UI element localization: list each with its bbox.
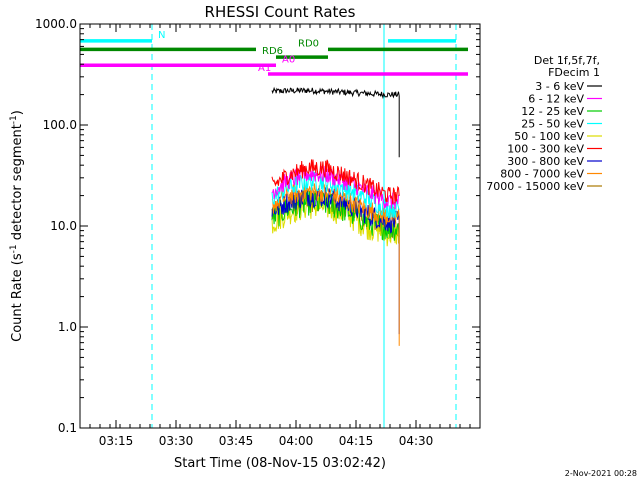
legend-label-8: 7000 - 15000 keV: [486, 180, 584, 193]
legend-label-6: 300 - 800 keV: [507, 155, 584, 168]
x-axis: 03:15 03:30 03:45 04:00 04:15 04:30: [79, 24, 481, 448]
chart-title: RHESSI Count Rates: [205, 3, 356, 21]
series-line-8: [271, 159, 400, 205]
series-line-4: [271, 187, 400, 335]
legend-label-7: 800 - 7000 keV: [500, 168, 584, 181]
x-tick-label-4: 04:15: [339, 434, 374, 448]
state-bar-label-2: RD0: [298, 38, 319, 49]
y-axis-label-prefix: Count Rate (s: [10, 253, 25, 342]
y-tick-label-2: 10.0: [50, 219, 77, 233]
y-tick-label-0: 1000.0: [35, 17, 77, 31]
series-line-0: [271, 86, 400, 158]
series-line-5: [271, 181, 400, 346]
legend-header-0: Det 1f,5f,7f,: [534, 54, 600, 67]
state-bar-label-4: RD6: [262, 46, 283, 57]
x-tick-label-5: 04:30: [399, 434, 434, 448]
y-axis: 1000.0 100.0 10.0 1.0 0.1: [35, 17, 480, 435]
x-tick-label-0: 03:15: [99, 434, 134, 448]
y-axis-label-sup2: -1: [9, 115, 19, 124]
legend-label-1: 6 - 12 keV: [528, 93, 584, 106]
state-bar-label-5: A0: [282, 54, 295, 65]
legend-label-2: 12 - 25 keV: [521, 105, 584, 118]
state-bar-label-0: N: [158, 30, 165, 41]
y-axis-label: Count Rate (s-1 detector segment-1): [9, 110, 25, 342]
y-axis-label-suffix: ): [10, 110, 25, 115]
legend-label-0: 3 - 6 keV: [535, 80, 584, 93]
legend-label-5: 100 - 300 keV: [507, 143, 584, 156]
legend-label-4: 50 - 100 keV: [514, 130, 584, 143]
x-tick-label-3: 04:00: [279, 434, 314, 448]
y-tick-label-4: 0.1: [58, 421, 77, 435]
x-tick-label-2: 03:45: [219, 434, 254, 448]
y-axis-label-mid: detector segment: [10, 124, 25, 244]
legend-label-3: 25 - 50 keV: [521, 118, 584, 131]
y-tick-label-1: 100.0: [43, 118, 77, 132]
legend-header-1: FDecim 1: [548, 66, 600, 79]
state-bar-label-6: A1: [258, 63, 271, 74]
y-axis-label-sup: -1: [9, 244, 19, 253]
x-axis-label: Start Time (08-Nov-15 03:02:42): [174, 456, 386, 471]
series-line-6: [271, 171, 400, 219]
y-tick-label-3: 1.0: [58, 320, 77, 334]
date-stamp: 2-Nov-2021 00:28: [565, 469, 637, 478]
x-tick-label-1: 03:30: [159, 434, 194, 448]
